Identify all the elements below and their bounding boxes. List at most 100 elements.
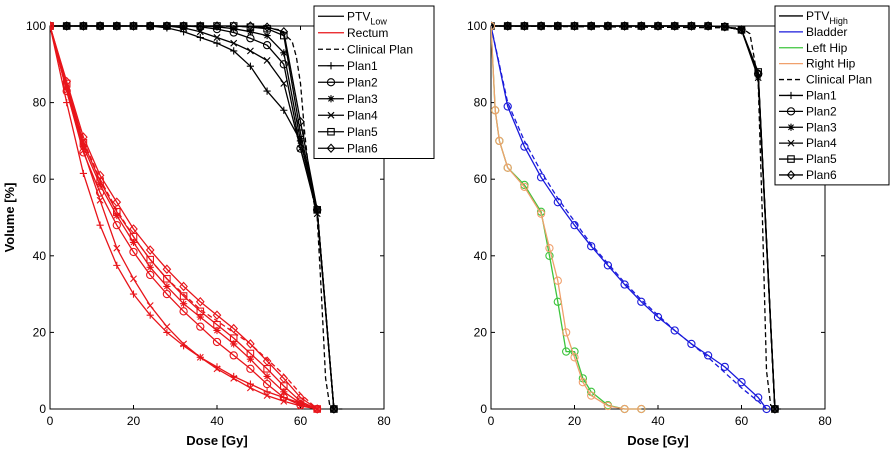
data-point-ptv-high-plan6: [586, 21, 596, 31]
legend-marker-plan6: [326, 143, 336, 154]
data-point-ptv-high-plan6: [687, 21, 696, 31]
data-point-right-hip-plans: [520, 182, 529, 192]
data-point-rectum-plan6: [296, 392, 305, 403]
y-tick-label: 100: [467, 19, 487, 33]
data-point-bladder-plans: [754, 393, 763, 402]
legend-entry-plan2: Plan2: [347, 75, 378, 89]
data-point-rectum-plan3: [246, 355, 254, 363]
data-point-ptv-low-plan3: [280, 49, 288, 57]
data-point-right-hip-plans: [578, 378, 587, 387]
data-point-rectum-plan3: [196, 313, 204, 321]
legend-entry-ptv: PTVLow: [347, 9, 387, 26]
data-point-ptv-low-plan4: [280, 80, 288, 87]
data-point-rectum-plan2: [246, 364, 255, 373]
data-point-ptv-low-plan6: [262, 22, 272, 32]
legend-marker-plan3: [327, 95, 335, 103]
series-right-hip-plans: [491, 21, 646, 414]
data-point-ptv-low-plan6: [246, 21, 255, 31]
data-point-rectum-plan6: [179, 281, 188, 292]
data-point-right-hip-plans: [570, 353, 579, 362]
data-point-bladder-plans: [720, 362, 729, 372]
data-point-rectum-plan2: [179, 307, 188, 316]
legend-label: Plan6: [806, 168, 837, 182]
x-tick-label: 0: [488, 414, 495, 428]
legend-label: Rectum: [347, 26, 388, 40]
legend-marker-plan6: [786, 170, 796, 180]
x-tick-label: 80: [818, 414, 832, 428]
y-tick-label: 0: [39, 402, 46, 416]
data-point-ptv-low-plan4: [263, 57, 271, 64]
data-point-rectum-plan5: [113, 207, 121, 216]
x-axis-label: Dose [Gy]: [627, 433, 688, 448]
legend-label: Plan5: [347, 125, 378, 139]
x-tick-label: 40: [210, 414, 224, 428]
data-point-rectum-plan4: [297, 402, 304, 410]
data-point-rectum-plan1: [113, 261, 121, 269]
data-point-rectum-plan1: [63, 99, 71, 107]
legend-label: Right Hip: [806, 57, 856, 71]
data-point-rectum-plan5: [196, 307, 205, 316]
data-point-rectum-plan5: [246, 349, 255, 358]
data-point-rectum-plan1: [96, 221, 104, 229]
data-point-ptv-low-plan6: [212, 21, 222, 31]
x-tick-label: 60: [294, 414, 308, 428]
data-point-ptv-high-plan6: [620, 21, 629, 31]
legend-label: Plan3: [806, 120, 837, 134]
legend-entry-plan5: Plan5: [806, 152, 837, 166]
data-point-rectum-plan3: [280, 388, 288, 396]
data-point-ptv-low-plan4: [297, 145, 304, 153]
legend-entry-plan3: Plan3: [347, 92, 378, 106]
series-line-rectum-plan6: [50, 25, 318, 410]
series-bladder-clinical-plan: [491, 25, 767, 410]
x-tick-label: 0: [47, 414, 54, 428]
data-point-right-hip-plans: [587, 391, 596, 400]
data-point-bladder-plans: [553, 198, 562, 207]
series-group: [491, 21, 784, 414]
data-point-bladder-plans: [503, 102, 512, 111]
data-point-ptv-low-plan6: [145, 21, 155, 31]
data-point-right-hip-plans: [553, 276, 562, 285]
data-point-rectum-plan4: [230, 374, 238, 382]
data-point-bladder-plans: [520, 142, 529, 151]
data-point-ptv-low-plan2: [262, 41, 272, 50]
data-point-rectum-plan4: [213, 365, 221, 373]
legend-label: PTV: [806, 9, 829, 23]
data-point-rectum-plan6: [262, 356, 272, 366]
data-point-rectum-plan3: [146, 263, 154, 271]
y-tick-label: 80: [474, 96, 488, 110]
legend-entry-plan1: Plan1: [806, 88, 837, 102]
data-point-ptv-low-plan6: [112, 21, 122, 31]
legend-label: Plan4: [347, 108, 378, 122]
data-point-rectum-plan6: [229, 323, 239, 334]
legend-label: Plan1: [806, 88, 837, 102]
data-point-bladder-plans: [620, 280, 629, 289]
legend-label: Plan5: [806, 152, 837, 166]
y-tick-label: 20: [474, 325, 488, 339]
x-axis-label: Dose [Gy]: [186, 433, 247, 448]
data-point-rectum-plan5: [213, 320, 221, 329]
data-point-rectum-plan6: [129, 224, 138, 234]
legend-entry-plan4: Plan4: [347, 108, 378, 122]
data-point-rectum-plan3: [213, 326, 221, 335]
series-group: [50, 21, 343, 414]
legend-entry-plan2: Plan2: [806, 104, 837, 118]
data-point-rectum-plan1: [129, 290, 138, 298]
data-point-right-hip-plans: [545, 243, 554, 253]
legend-marker-plan3: [787, 123, 795, 131]
data-point-bladder-plans: [570, 221, 579, 230]
data-point-ptv-low-plan3: [263, 31, 271, 40]
data-point-rectum-plan5: [229, 334, 238, 342]
legend-entry-plan3: Plan3: [806, 120, 837, 134]
series-line-bladder-clinical-plan: [491, 25, 767, 410]
data-point-ptv-low-plan2: [279, 60, 288, 69]
data-point-bladder-plans: [536, 173, 546, 182]
series-line-ptv-low-plan6: [50, 25, 335, 410]
series-ptv-low-plan6: [50, 21, 339, 414]
x-tick-label: 20: [568, 414, 582, 428]
data-point-ptv-low-plan6: [279, 26, 289, 37]
legend-label: Clinical Plan: [806, 73, 872, 87]
y-tick-label: 80: [33, 96, 47, 110]
data-point-ptv-high-plan6: [670, 21, 680, 31]
data-point-rectum-plan3: [180, 300, 188, 308]
